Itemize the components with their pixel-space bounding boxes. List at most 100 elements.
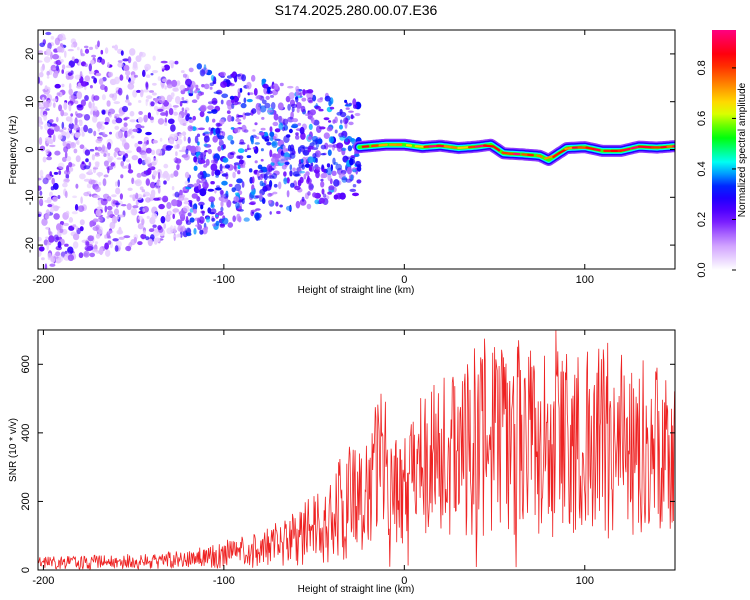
spectrogram-noise-blob — [188, 116, 192, 120]
spectrogram-noise-blob — [196, 63, 202, 70]
spectrogram-noise-blob — [125, 94, 129, 102]
spectrogram-noise-blob — [65, 210, 70, 216]
spectrogram-noise-blob — [54, 70, 59, 77]
spectrogram-noise-blob — [164, 117, 167, 124]
spectrogram-noise-blob — [61, 83, 65, 88]
spectrogram-noise-blob — [142, 207, 146, 213]
spectrogram-noise-blob — [135, 124, 142, 129]
spectrogram-noise-blob — [188, 84, 191, 88]
spectrogram-noise-blob — [88, 169, 93, 174]
spectrogram-noise-blob — [62, 127, 67, 130]
spectrogram-noise-blob — [333, 179, 340, 187]
spectrogram-noise-blob — [295, 85, 300, 92]
spectrogram-noise-blob — [62, 141, 67, 147]
spectrogram-noise-blob — [273, 183, 278, 188]
spectrogram-noise-blob — [163, 64, 170, 71]
spectrogram-x-tick-label: -100 — [213, 274, 235, 286]
spectrogram-noise-blob — [182, 205, 190, 213]
snr-x-ticks: -200 -100 0 100 — [32, 330, 594, 587]
spectrogram-noise-blob — [90, 179, 96, 184]
spectrogram-y-tick-label: 10 — [24, 96, 36, 108]
spectrogram-noise-blob — [84, 75, 91, 82]
spectrogram-noise-blob — [180, 70, 185, 74]
spectrogram-noise-blob — [94, 161, 100, 166]
spectrogram-noise-blob — [341, 147, 347, 151]
spectrogram-noise-blob — [326, 163, 331, 168]
spectrogram-noise-blob — [153, 197, 161, 201]
spectrogram-noise-blob — [38, 137, 43, 145]
spectrogram-noise-blob — [345, 178, 352, 183]
spectrogram-noise-blob — [56, 46, 63, 53]
spectrogram-noise-blob — [91, 54, 96, 58]
spectrogram-noise-blob — [93, 77, 97, 84]
spectrogram-noise-blob — [84, 63, 88, 67]
spectrogram-noise-blob — [47, 42, 52, 50]
spectrogram-noise-blob — [227, 114, 232, 122]
spectrogram-noise-blob — [132, 128, 139, 133]
spectrogram-noise-blob — [191, 193, 198, 199]
spectrogram-noise-blob — [268, 193, 274, 196]
spectrogram-noise-blob — [119, 193, 123, 200]
spectrogram-noise-blob — [45, 152, 49, 155]
snr-frame — [37, 329, 676, 571]
spectrogram-noise-blob — [87, 235, 94, 242]
spectrogram-noise-blob — [132, 205, 139, 209]
spectrogram-noise-blob — [43, 114, 47, 121]
spectrogram-noise-blob — [166, 173, 171, 182]
spectrogram-noise-blob — [246, 155, 252, 159]
spectrogram-noise-blob — [211, 97, 218, 105]
spectrogram-noise-blob — [50, 36, 55, 40]
spectrogram-noise-blob — [127, 102, 132, 106]
spectrogram-noise-blob — [267, 87, 271, 94]
spectrogram-noise-blob — [74, 74, 81, 80]
spectrogram-noise-blob — [297, 122, 302, 126]
spectrogram-noise-blob — [89, 85, 93, 89]
spectrogram-noise-blob — [124, 99, 130, 103]
colorbar-label: Normalized spectral amplitude — [737, 82, 748, 217]
spectrogram-noise-blob — [300, 105, 306, 113]
spectrogram-noise-blob — [237, 170, 241, 175]
spectrogram-noise-blob — [41, 220, 46, 225]
spectrogram-noise-blob — [78, 252, 84, 259]
spectrogram-noise-blob — [44, 85, 48, 91]
spectrogram-noise-blob — [339, 192, 346, 200]
spectrogram-noise-blob — [54, 83, 61, 89]
spectrogram-noise-blob — [309, 109, 317, 116]
spectrogram-noise-blob — [64, 50, 67, 58]
spectrogram-noise-blob — [234, 183, 242, 192]
spectrogram-noise-blob — [71, 56, 75, 62]
spectrogram-noise-blob — [271, 157, 278, 163]
spectrogram-noise-blob — [57, 195, 61, 199]
spectrogram-noise-blob — [222, 144, 226, 150]
spectrogram-noise-blob — [181, 107, 185, 112]
spectrogram-noise-blob — [83, 114, 91, 121]
spectrogram-noise-blob — [184, 180, 189, 185]
spectrogram-noise-blob — [250, 139, 254, 145]
spectrogram-noise-blob — [226, 110, 231, 114]
spectrogram-noise-blob — [243, 97, 247, 104]
spectrogram-noise-blob — [140, 90, 144, 98]
spectrogram-noise-blob — [299, 170, 306, 174]
spectrogram-noise-blob — [113, 208, 120, 216]
spectrogram-noise-blob — [84, 245, 92, 251]
spectrogram-noise-blob — [150, 101, 155, 107]
spectrogram-ridge-core — [361, 145, 370, 148]
spectrogram-noise-blob — [83, 250, 90, 258]
spectrogram-noise-blob — [113, 101, 121, 105]
spectrogram-noise-blob — [91, 76, 95, 79]
spectrogram-noise-blob — [261, 197, 266, 204]
spectrogram-noise-blob — [252, 146, 256, 150]
spectrogram-noise-blob — [328, 120, 332, 123]
spectrogram-noise-blob — [40, 104, 44, 110]
spectrogram-noise-blob — [107, 240, 112, 245]
spectrogram-noise-blob — [222, 217, 229, 225]
spectrogram-ridge-core — [552, 151, 561, 158]
spectrogram-noise-blob — [106, 196, 112, 202]
spectrogram-noise-blob — [189, 217, 195, 223]
spectrogram-noise-blob — [327, 191, 332, 195]
spectrogram-x-tick-label: 100 — [576, 274, 594, 286]
spectrogram-noise-blob — [334, 129, 338, 134]
spectrogram-marks — [38, 31, 675, 269]
spectrogram-noise-blob — [284, 161, 290, 165]
spectrogram-noise-blob — [57, 134, 63, 140]
